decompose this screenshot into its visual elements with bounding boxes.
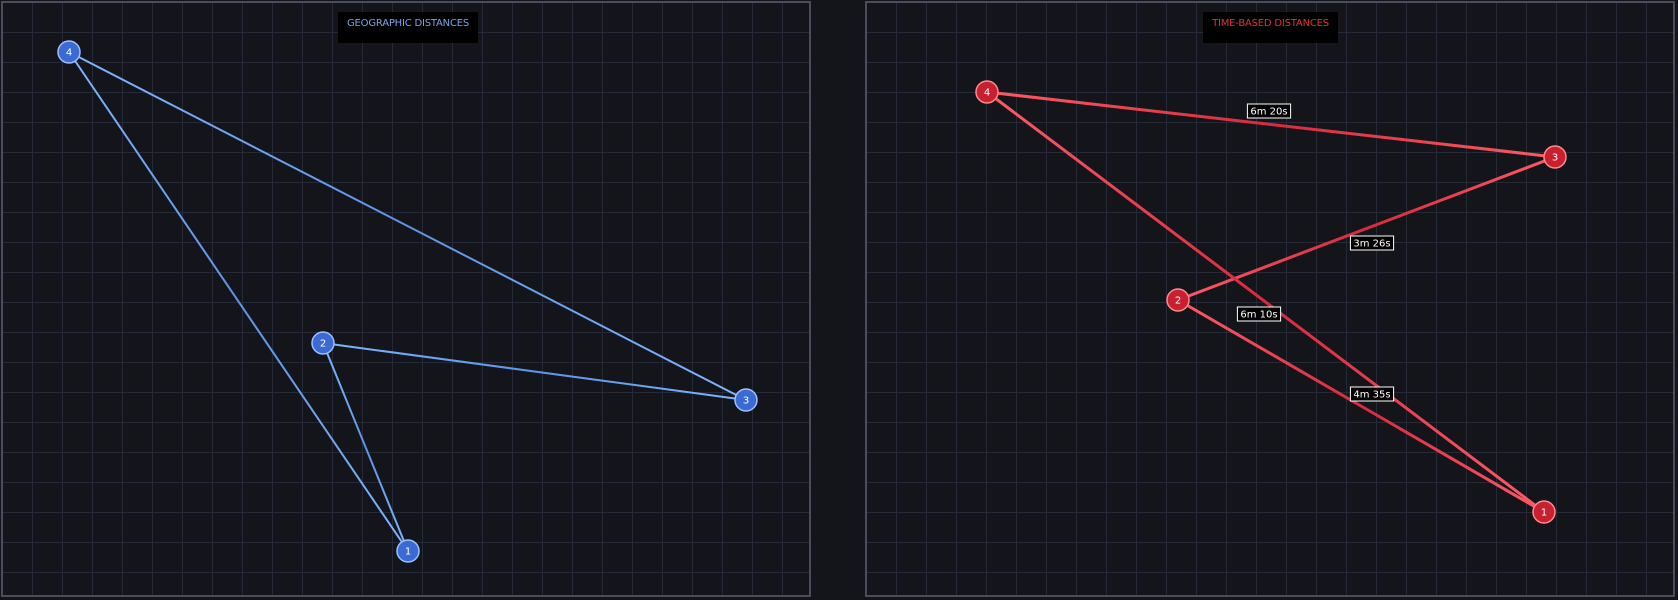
time-based-graph: 6m 20s 3m 26s 6m 10s 4m 35s 1 2 3 4 <box>975 80 1567 524</box>
node-label: 3 <box>743 396 749 407</box>
edge-4-1 <box>68 51 409 552</box>
edge-label-text: 6m 10s <box>1240 310 1277 321</box>
node-label: 3 <box>1552 153 1558 164</box>
node-4[interactable]: 4 <box>975 80 999 104</box>
edge-label-2-3: 3m 26s <box>1349 235 1395 251</box>
geographic-distances-panel: GEOGRAPHIC DISTANCES 1 2 3 4 <box>1 1 811 597</box>
geographic-graph: 1 2 3 4 <box>57 40 758 563</box>
edge-label-4-1: 6m 10s <box>1236 306 1282 322</box>
edge-2-1 <box>322 342 409 552</box>
edge-4-3 <box>68 51 747 401</box>
node-1[interactable]: 1 <box>1532 500 1556 524</box>
node-2[interactable]: 2 <box>1166 288 1190 312</box>
node-1[interactable]: 1 <box>396 539 420 563</box>
edge-label-text: 6m 20s <box>1250 107 1287 118</box>
edge-label-4-3: 6m 20s <box>1246 103 1292 119</box>
time-based-distances-panel: TIME-BASED DISTANCES 6m 20s 3m 26s 6m 10s 4… <box>865 1 1675 597</box>
panel-title: TIME-BASED DISTANCES <box>1203 12 1338 43</box>
node-3[interactable]: 3 <box>734 388 758 412</box>
edge-4-3 <box>985 90 1557 159</box>
edge-label-text: 3m 26s <box>1353 239 1390 250</box>
edge-label-text: 4m 35s <box>1353 390 1390 401</box>
panel-title: GEOGRAPHIC DISTANCES <box>338 12 478 43</box>
node-3[interactable]: 3 <box>1543 145 1567 169</box>
edge-2-3 <box>322 342 747 401</box>
node-2[interactable]: 2 <box>311 331 335 355</box>
edge-2-1 <box>1176 298 1546 514</box>
node-label: 1 <box>405 547 411 558</box>
node-label: 4 <box>66 48 72 59</box>
edge-2-3 <box>1176 155 1557 302</box>
edge-label-2-1: 4m 35s <box>1349 386 1395 402</box>
node-label: 2 <box>1175 296 1181 307</box>
node-4[interactable]: 4 <box>57 40 81 64</box>
node-label: 1 <box>1541 508 1547 519</box>
edge-4-1 <box>985 90 1546 514</box>
node-label: 2 <box>320 339 326 350</box>
node-label: 4 <box>984 88 990 99</box>
